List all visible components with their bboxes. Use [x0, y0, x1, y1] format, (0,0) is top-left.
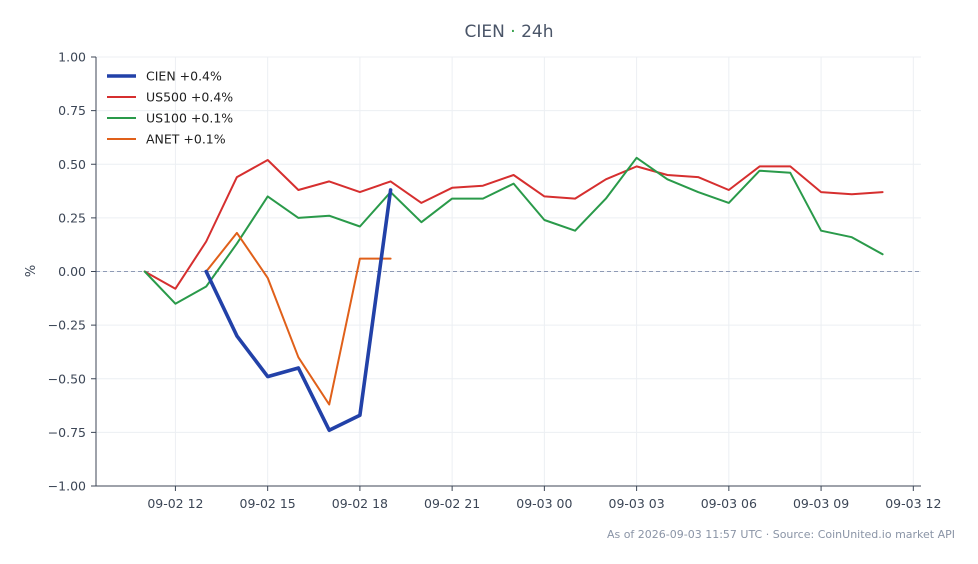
y-tick-label: 0.50 — [58, 157, 86, 172]
y-tick-label: 0.75 — [58, 103, 86, 118]
legend-label-cien: CIEN +0.4% — [146, 69, 222, 84]
chart-title: CIEN · 24h — [465, 22, 554, 42]
x-tick-label: 09-03 00 — [516, 496, 572, 511]
y-tick-label: 1.00 — [58, 50, 86, 65]
axes — [91, 56, 921, 491]
y-tick-label: 0.25 — [58, 210, 86, 225]
chart-title-symbol: CIEN — [465, 22, 505, 42]
x-tick-label: 09-03 12 — [885, 496, 941, 511]
y-tick-label: −0.75 — [48, 425, 86, 440]
y-tick-labels: 1.00 0.75 0.50 0.25 0.00 −0.25 −0.50 −0.75 −1.00 — [48, 50, 86, 494]
series-line-us100 — [143, 156, 884, 305]
source-footer: As of 2026-09-03 11:57 UTC · Source: Coi… — [607, 528, 955, 541]
y-tick-label: −0.25 — [48, 318, 86, 333]
x-tick-labels: 09-02 12 09-02 15 09-02 18 09-02 21 09-03 00… — [147, 496, 941, 511]
legend-label-anet: ANET +0.1% — [146, 132, 226, 147]
legend: CIEN +0.4% US500 +0.4% US100 +0.1% ANET +0.… — [107, 69, 233, 147]
x-tick-label: 09-03 09 — [793, 496, 849, 511]
y-tick-label: −0.50 — [48, 371, 86, 386]
x-tick-label: 09-02 15 — [240, 496, 296, 511]
y-tick-label: −1.00 — [48, 479, 86, 494]
y-axis-label: % — [24, 265, 39, 277]
x-tick-label: 09-02 12 — [147, 496, 203, 511]
legend-label-us500: US500 +0.4% — [146, 90, 233, 105]
chart-title-period: 24h — [521, 22, 553, 42]
series-lines — [143, 156, 884, 433]
y-tick-label: 0.00 — [58, 264, 86, 279]
x-tick-label: 09-03 03 — [609, 496, 665, 511]
legend-label-us100: US100 +0.1% — [146, 111, 233, 126]
x-tick-label: 09-02 18 — [332, 496, 388, 511]
x-tick-label: 09-02 21 — [424, 496, 480, 511]
x-tick-label: 09-03 06 — [701, 496, 757, 511]
series-line-anet — [205, 231, 392, 406]
series-line-us500 — [143, 159, 884, 290]
series-line-cien — [204, 188, 393, 433]
chart-title-separator: · — [510, 22, 515, 42]
